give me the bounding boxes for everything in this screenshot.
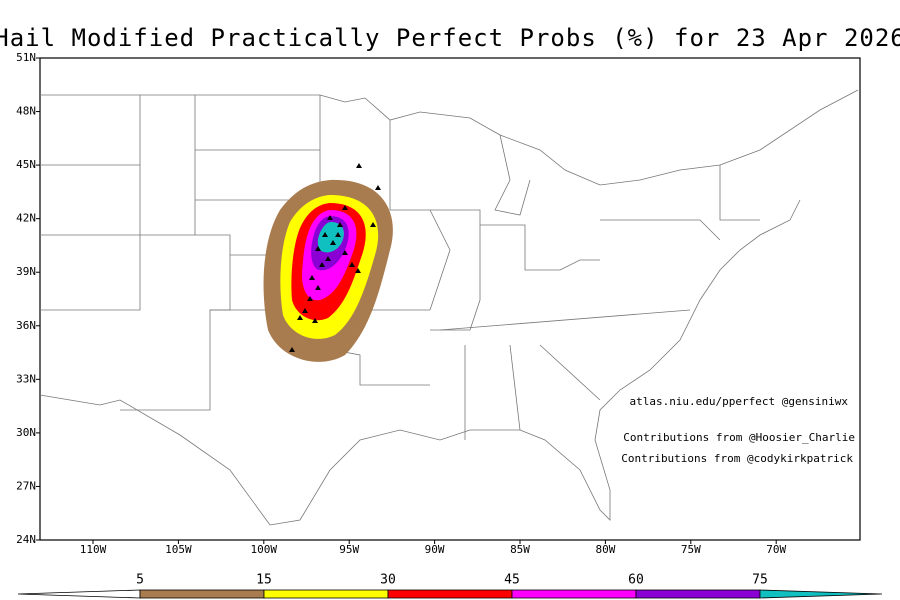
colorbar-segment [635, 589, 761, 599]
lon-label: 70W [766, 543, 786, 556]
lat-label: 33N [16, 372, 36, 385]
lon-label: 100W [251, 543, 278, 556]
lon-label: 90W [425, 543, 445, 556]
colorbar-label: 15 [256, 573, 272, 588]
colorbar-segment [139, 589, 265, 599]
lat-label: 39N [16, 265, 36, 278]
colorbar-left [17, 589, 141, 599]
map-frame [39, 57, 861, 541]
contour-75 [317, 222, 344, 253]
colorbar-segment [387, 589, 513, 599]
colorbar-label: 75 [752, 573, 768, 588]
lon-label: 85W [510, 543, 530, 556]
probability-contours [263, 179, 393, 362]
credit: Contributions from @Hoosier_Charlie [623, 431, 855, 444]
lat-label: 27N [16, 479, 36, 492]
lon-label: 80W [595, 543, 615, 556]
colorbar: 5 15 30 45 60 75 [17, 573, 883, 599]
map [39, 57, 861, 541]
credit: atlas.niu.edu/pperfect @gensiniwx [629, 395, 848, 408]
lat-label: 48N [16, 105, 36, 118]
lat-label: 51N [16, 51, 36, 64]
lon-labels: 110W 105W 100W 95W 90W 85W 80W 75W 70W [80, 540, 787, 556]
lon-label: 95W [339, 543, 359, 556]
colorbar-label: 45 [504, 573, 520, 588]
lat-label: 24N [16, 533, 36, 546]
lon-label: 110W [80, 543, 107, 556]
colorbar-label: 5 [136, 573, 144, 588]
colorbar-segment [263, 589, 389, 599]
colorbar-label: 30 [380, 573, 396, 588]
lat-labels: 51N 48N 45N 42N 39N 36N 33N 30N 27N 24N [16, 51, 40, 546]
lat-label: 42N [16, 212, 36, 225]
lat-label: 45N [16, 158, 36, 171]
lon-label: 105W [165, 543, 192, 556]
credit: Contributions from @codykirkpatrick [621, 452, 853, 465]
lon-label: 75W [681, 543, 701, 556]
title: Hail Modified Practically Perfect Probs … [0, 24, 900, 52]
lat-label: 30N [16, 426, 36, 439]
colorbar-segment [511, 589, 637, 599]
colorbar-right [759, 589, 883, 599]
colorbar-label: 60 [628, 573, 644, 588]
lat-label: 36N [16, 319, 36, 332]
